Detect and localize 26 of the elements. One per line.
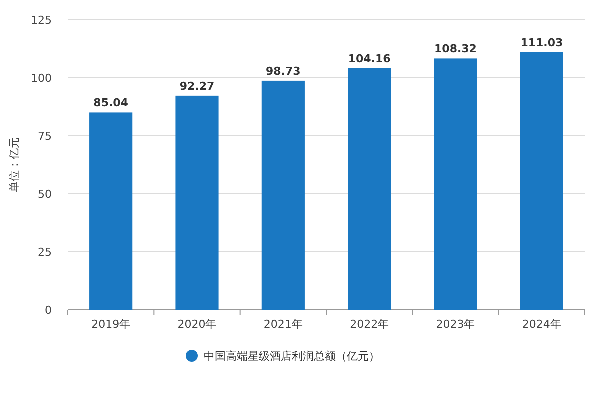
x-tick-label: 2022年 (350, 318, 390, 331)
x-tick-label: 2023年 (436, 318, 476, 331)
data-label: 108.32 (434, 42, 477, 56)
bar (520, 52, 564, 310)
y-tick-label: 0 (45, 304, 52, 317)
data-label: 98.73 (266, 64, 301, 78)
bar (262, 80, 305, 310)
x-tick-label: 2021年 (264, 318, 303, 331)
y-tick-label: 100 (31, 72, 52, 85)
data-label: 92.27 (180, 80, 215, 93)
data-label: 111.03 (520, 36, 564, 50)
bar (348, 68, 392, 310)
x-tick-label: 2024年 (522, 318, 562, 331)
bar (90, 112, 133, 310)
x-tick-label: 2019年 (92, 318, 131, 331)
bar (176, 96, 219, 310)
y-tick-label: 50 (38, 188, 52, 201)
bar (434, 58, 478, 310)
y-tick-label: 125 (31, 14, 52, 27)
y-tick-label: 25 (38, 246, 52, 259)
legend-label: 中国高端星级酒店利润总额（亿元） (204, 350, 380, 363)
data-label: 85.04 (94, 96, 129, 110)
y-tick-label: 75 (38, 130, 52, 143)
y-axis-title: 单位：亿元 (8, 138, 21, 192)
x-tick-label: 2020年 (178, 318, 217, 331)
data-label: 104.16 (348, 52, 392, 66)
